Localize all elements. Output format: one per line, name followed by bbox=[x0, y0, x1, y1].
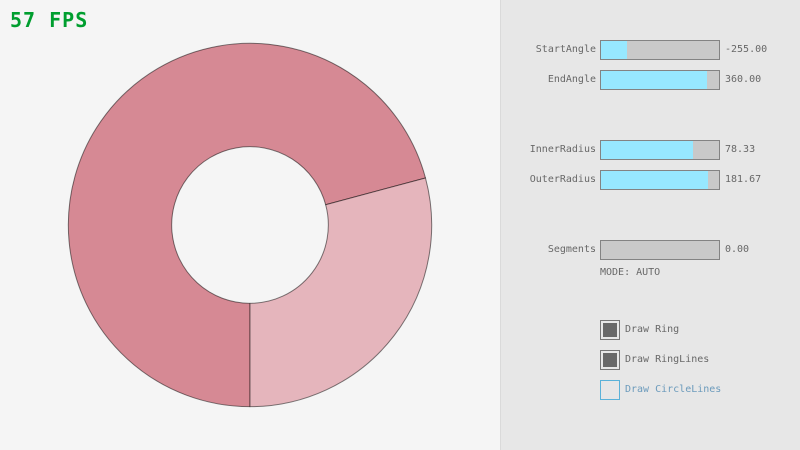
segments-label: Segments bbox=[547, 244, 596, 255]
startangle-label: StartAngle bbox=[535, 44, 596, 55]
segments-value: 0.00 bbox=[725, 244, 750, 255]
check-mark bbox=[603, 323, 617, 337]
draw-circlelines-checkbox[interactable] bbox=[600, 380, 620, 400]
controls-panel: StartAngle -255.00 EndAngle 360.00 Inner… bbox=[500, 0, 800, 450]
draw-ring-row: Draw Ring bbox=[501, 320, 800, 340]
outerradius-row: OuterRadius 181.67 bbox=[501, 170, 800, 190]
draw-ring-label: Draw Ring bbox=[625, 324, 680, 335]
startangle-slider[interactable] bbox=[600, 40, 720, 60]
ring-sector-double-drawn bbox=[67, 42, 427, 408]
endangle-slider-fill bbox=[601, 71, 708, 89]
draw-circlelines-label: Draw CircleLines bbox=[625, 384, 722, 395]
segments-slider[interactable] bbox=[600, 240, 720, 260]
ring-drawing-canvas bbox=[67, 42, 433, 408]
endangle-value: 360.00 bbox=[725, 74, 762, 85]
segments-row: Segments 0.00 bbox=[501, 240, 800, 260]
innerradius-slider-fill bbox=[601, 141, 694, 159]
ring-sector-single-drawn bbox=[249, 177, 433, 408]
donut-ring bbox=[67, 42, 433, 408]
outerradius-value: 181.67 bbox=[725, 174, 762, 185]
innerradius-value: 78.33 bbox=[725, 144, 756, 155]
innerradius-label: InnerRadius bbox=[529, 144, 596, 155]
fps-counter: 57 FPS bbox=[10, 8, 89, 32]
draw-circlelines-row: Draw CircleLines bbox=[501, 380, 800, 400]
check-mark bbox=[603, 353, 617, 367]
endangle-label: EndAngle bbox=[547, 74, 596, 85]
outerradius-label: OuterRadius bbox=[529, 174, 596, 185]
innerradius-row: InnerRadius 78.33 bbox=[501, 140, 800, 160]
startangle-slider-fill bbox=[601, 41, 627, 59]
outerradius-slider[interactable] bbox=[600, 170, 720, 190]
outerradius-slider-fill bbox=[601, 171, 709, 189]
endangle-slider[interactable] bbox=[600, 70, 720, 90]
innerradius-slider[interactable] bbox=[600, 140, 720, 160]
draw-ringlines-row: Draw RingLines bbox=[501, 350, 800, 370]
draw-ring-checkbox[interactable] bbox=[600, 320, 620, 340]
startangle-value: -255.00 bbox=[725, 44, 768, 55]
endangle-row: EndAngle 360.00 bbox=[501, 70, 800, 90]
startangle-row: StartAngle -255.00 bbox=[501, 40, 800, 60]
draw-ringlines-label: Draw RingLines bbox=[625, 354, 710, 365]
mode-auto-text: MODE: AUTO bbox=[600, 267, 661, 278]
draw-ringlines-checkbox[interactable] bbox=[600, 350, 620, 370]
